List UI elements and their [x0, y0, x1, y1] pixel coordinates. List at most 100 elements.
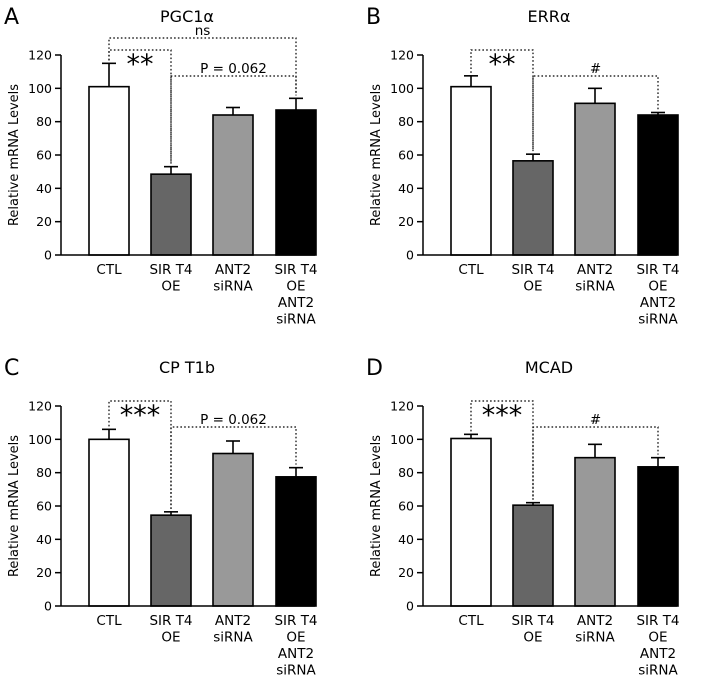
y-tick-label: 0 — [44, 248, 52, 263]
category-label: siRNA — [638, 663, 678, 679]
y-tick-label: 60 — [36, 499, 52, 514]
bar — [150, 514, 192, 607]
category-label: SIR T4 — [511, 613, 554, 629]
y-axis-label: Relative mRNA Levels — [369, 84, 384, 226]
category-label: SIR T4 — [149, 262, 192, 278]
significance-bracket — [470, 49, 534, 152]
significance-label: *** — [120, 400, 161, 431]
y-tick-label: 40 — [36, 532, 52, 547]
bar — [88, 85, 130, 256]
significance-bracket — [470, 400, 534, 500]
y-tick-label: 40 — [398, 532, 414, 547]
significance-label: ** — [489, 49, 516, 80]
y-tick-label: 100 — [28, 81, 52, 96]
y-tick-label: 0 — [406, 599, 414, 614]
category-label: siRNA — [575, 279, 615, 295]
significance-bracket — [170, 426, 297, 509]
significance-label: ns — [195, 23, 211, 39]
category-label: ANT2 — [278, 646, 314, 662]
bar — [512, 160, 554, 256]
y-tick-label: 80 — [398, 465, 414, 480]
bar — [512, 504, 554, 607]
category-label: OE — [161, 630, 180, 646]
category-label: OE — [648, 630, 667, 646]
bar — [212, 452, 254, 607]
category-label: ANT2 — [278, 295, 314, 311]
bar — [637, 114, 679, 256]
y-tick-label: 60 — [398, 148, 414, 163]
y-tick-label: 120 — [28, 48, 52, 63]
category-label: SIR T4 — [636, 613, 679, 629]
chart-title: MCAD — [525, 358, 573, 377]
category-label: CTL — [96, 613, 122, 629]
significance-label: P = 0.062 — [200, 61, 267, 77]
significance-label: P = 0.062 — [200, 412, 267, 428]
category-label: OE — [286, 279, 305, 295]
y-tick-label: 100 — [390, 81, 414, 96]
category-label: CTL — [96, 262, 122, 278]
panel-letter: A — [4, 5, 19, 30]
y-tick-label: 120 — [390, 48, 414, 63]
category-label: SIR T4 — [149, 613, 192, 629]
bar — [88, 438, 130, 607]
significance-label: ** — [127, 49, 154, 80]
significance-label: *** — [482, 400, 523, 431]
category-label: CTL — [458, 613, 484, 629]
y-tick-label: 0 — [406, 248, 414, 263]
category-label: siRNA — [575, 630, 615, 646]
category-label: ANT2 — [577, 613, 613, 629]
chart-title: CP T1b — [159, 358, 215, 377]
panel-d: D MCAD 0 20 40 60 80 100 120 Relative mRNA Levels… — [366, 356, 680, 679]
y-tick-label: 20 — [36, 214, 52, 229]
category-label: ANT2 — [577, 262, 613, 278]
category-label: OE — [286, 630, 305, 646]
y-tick-label: 20 — [398, 565, 414, 580]
category-label: ANT2 — [640, 295, 676, 311]
y-tick-label: 80 — [36, 465, 52, 480]
category-label: SIR T4 — [274, 262, 317, 278]
y-axis-label: Relative mRNA Levels — [7, 84, 22, 226]
panel-letter: D — [366, 356, 383, 381]
y-tick-label: 60 — [398, 499, 414, 514]
category-label: siRNA — [276, 663, 316, 679]
panel-a: A PGC1α 0 20 40 60 80 100 120 Relative mRNA Level… — [4, 5, 318, 328]
y-tick-label: 0 — [44, 599, 52, 614]
y-tick-label: 40 — [36, 181, 52, 196]
category-label: ANT2 — [215, 262, 251, 278]
chart-title: PGC1α — [160, 7, 214, 26]
category-label: siRNA — [276, 312, 316, 328]
significance-label: # — [590, 412, 601, 428]
bar — [275, 476, 317, 607]
category-label: ANT2 — [215, 613, 251, 629]
category-label: OE — [648, 279, 667, 295]
y-tick-label: 120 — [390, 399, 414, 414]
category-label: SIR T4 — [636, 262, 679, 278]
y-tick-label: 20 — [398, 214, 414, 229]
y-tick-label: 80 — [36, 114, 52, 129]
category-label: siRNA — [638, 312, 678, 328]
bar — [574, 456, 616, 607]
y-tick-label: 60 — [36, 148, 52, 163]
y-tick-label: 20 — [36, 565, 52, 580]
bar — [450, 85, 492, 256]
bar — [150, 173, 192, 256]
category-label: siRNA — [213, 630, 253, 646]
category-label: SIR T4 — [511, 262, 554, 278]
y-tick-label: 40 — [398, 181, 414, 196]
significance-bracket — [532, 75, 659, 152]
y-tick-label: 120 — [28, 399, 52, 414]
bar — [637, 466, 679, 607]
y-axis-label: Relative mRNA Levels — [7, 435, 22, 577]
bar — [574, 102, 616, 256]
y-tick-label: 100 — [28, 432, 52, 447]
panel-c: C CP T1b 0 20 40 60 80 100 120 Relative mRNA Leve… — [4, 356, 318, 679]
y-tick-label: 80 — [398, 114, 414, 129]
bar — [275, 109, 317, 256]
category-label: OE — [523, 279, 542, 295]
category-label: CTL — [458, 262, 484, 278]
category-label: OE — [161, 279, 180, 295]
category-label: OE — [523, 630, 542, 646]
y-tick-label: 100 — [390, 432, 414, 447]
category-label: SIR T4 — [274, 613, 317, 629]
